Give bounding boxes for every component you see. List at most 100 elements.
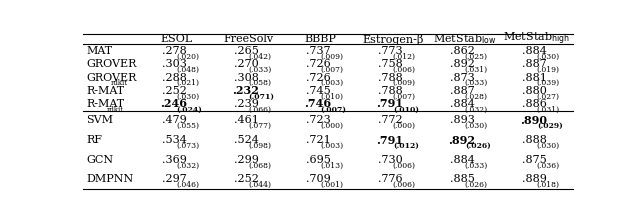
Text: .873: .873 bbox=[450, 73, 475, 83]
Text: .890: .890 bbox=[520, 115, 547, 126]
Text: .758: .758 bbox=[378, 59, 403, 69]
Text: .246: .246 bbox=[160, 98, 187, 110]
Text: (.044): (.044) bbox=[248, 181, 271, 189]
Text: (.006): (.006) bbox=[393, 181, 416, 189]
Text: (.001): (.001) bbox=[321, 181, 344, 189]
Text: .299: .299 bbox=[234, 155, 259, 165]
Text: (.010): (.010) bbox=[321, 92, 344, 100]
Text: .308: .308 bbox=[234, 73, 259, 83]
Text: MAT: MAT bbox=[86, 46, 113, 56]
Text: .886: .886 bbox=[522, 99, 547, 109]
Text: .884: .884 bbox=[450, 155, 475, 165]
Text: R-MAT: R-MAT bbox=[86, 86, 124, 96]
Text: (.006): (.006) bbox=[393, 66, 416, 74]
Text: (.009): (.009) bbox=[393, 79, 416, 87]
Text: .723: .723 bbox=[306, 115, 330, 125]
Text: (.032): (.032) bbox=[177, 161, 200, 169]
Text: R-MAT: R-MAT bbox=[86, 99, 124, 109]
Text: (.007): (.007) bbox=[321, 66, 344, 74]
Text: .239: .239 bbox=[234, 99, 259, 109]
Text: Estrogen-β: Estrogen-β bbox=[362, 33, 424, 44]
Text: (.019): (.019) bbox=[537, 66, 560, 74]
Text: (.039): (.039) bbox=[537, 79, 560, 87]
Text: (.000): (.000) bbox=[393, 122, 416, 130]
Text: .880: .880 bbox=[522, 86, 547, 96]
Text: .265: .265 bbox=[234, 46, 259, 56]
Text: (.027): (.027) bbox=[537, 92, 560, 100]
Text: (.026): (.026) bbox=[465, 142, 491, 150]
Text: GCN: GCN bbox=[86, 155, 113, 165]
Text: (.030): (.030) bbox=[537, 142, 560, 150]
Text: (.003): (.003) bbox=[321, 142, 344, 150]
Text: (.031): (.031) bbox=[465, 66, 488, 74]
Text: rdkit: rdkit bbox=[110, 79, 127, 87]
Text: (.046): (.046) bbox=[177, 181, 200, 189]
Text: (.071): (.071) bbox=[248, 92, 275, 100]
Text: .746: .746 bbox=[304, 98, 332, 110]
Text: .479: .479 bbox=[162, 115, 186, 125]
Text: (.055): (.055) bbox=[177, 122, 200, 130]
Text: .745: .745 bbox=[306, 86, 330, 96]
Text: (.042): (.042) bbox=[248, 53, 271, 61]
Text: (.003): (.003) bbox=[321, 79, 344, 87]
Text: (.032): (.032) bbox=[465, 106, 488, 114]
Text: .776: .776 bbox=[378, 174, 403, 184]
Text: .534: .534 bbox=[162, 135, 186, 145]
Text: .524: .524 bbox=[234, 135, 259, 145]
Text: .885: .885 bbox=[450, 174, 475, 184]
Text: (.010): (.010) bbox=[393, 106, 419, 114]
Text: .297: .297 bbox=[162, 174, 186, 184]
Text: .369: .369 bbox=[162, 155, 186, 165]
Text: .788: .788 bbox=[378, 73, 403, 83]
Text: (.030): (.030) bbox=[465, 122, 488, 130]
Text: (.030): (.030) bbox=[177, 92, 200, 100]
Text: (.026): (.026) bbox=[465, 181, 488, 189]
Text: (.007): (.007) bbox=[393, 92, 416, 100]
Text: (.028): (.028) bbox=[465, 92, 488, 100]
Text: (.009): (.009) bbox=[321, 53, 344, 61]
Text: .884: .884 bbox=[522, 46, 547, 56]
Text: .278: .278 bbox=[162, 46, 186, 56]
Text: RF: RF bbox=[86, 135, 102, 145]
Text: (.000): (.000) bbox=[321, 122, 344, 130]
Text: .788: .788 bbox=[378, 86, 403, 96]
Text: .461: .461 bbox=[234, 115, 259, 125]
Text: BBBP: BBBP bbox=[305, 34, 337, 44]
Text: (.018): (.018) bbox=[537, 181, 560, 189]
Text: (.031): (.031) bbox=[537, 106, 560, 114]
Text: .887: .887 bbox=[450, 86, 475, 96]
Text: .773: .773 bbox=[378, 46, 403, 56]
Text: .772: .772 bbox=[378, 115, 403, 125]
Text: .270: .270 bbox=[234, 59, 259, 69]
Text: .721: .721 bbox=[306, 135, 330, 145]
Text: rdkit: rdkit bbox=[106, 106, 124, 114]
Text: .232: .232 bbox=[232, 85, 259, 96]
Text: .726: .726 bbox=[306, 73, 330, 83]
Text: (.098): (.098) bbox=[248, 142, 271, 150]
Text: (.020): (.020) bbox=[177, 53, 200, 61]
Text: GROVER: GROVER bbox=[86, 59, 136, 69]
Text: .888: .888 bbox=[522, 135, 547, 145]
Text: .892: .892 bbox=[450, 59, 475, 69]
Text: (.024): (.024) bbox=[177, 106, 202, 114]
Text: .884: .884 bbox=[450, 99, 475, 109]
Text: FreeSolv: FreeSolv bbox=[223, 34, 274, 44]
Text: .695: .695 bbox=[306, 155, 331, 165]
Text: .889: .889 bbox=[522, 174, 547, 184]
Text: .303: .303 bbox=[162, 59, 186, 69]
Text: (.058): (.058) bbox=[248, 79, 271, 87]
Text: .893: .893 bbox=[450, 115, 475, 125]
Text: .726: .726 bbox=[306, 59, 330, 69]
Text: (.007): (.007) bbox=[321, 106, 347, 114]
Text: (.048): (.048) bbox=[177, 66, 200, 74]
Text: ESOL: ESOL bbox=[161, 34, 193, 44]
Text: (.073): (.073) bbox=[177, 142, 200, 150]
Text: (.021): (.021) bbox=[177, 79, 200, 87]
Text: .791: .791 bbox=[376, 135, 403, 146]
Text: .892: .892 bbox=[449, 135, 476, 146]
Text: MetStab$_{\mathrm{low}}$: MetStab$_{\mathrm{low}}$ bbox=[433, 32, 497, 46]
Text: (.033): (.033) bbox=[465, 161, 488, 169]
Text: .709: .709 bbox=[306, 174, 330, 184]
Text: (.033): (.033) bbox=[465, 79, 488, 87]
Text: (.013): (.013) bbox=[321, 161, 344, 169]
